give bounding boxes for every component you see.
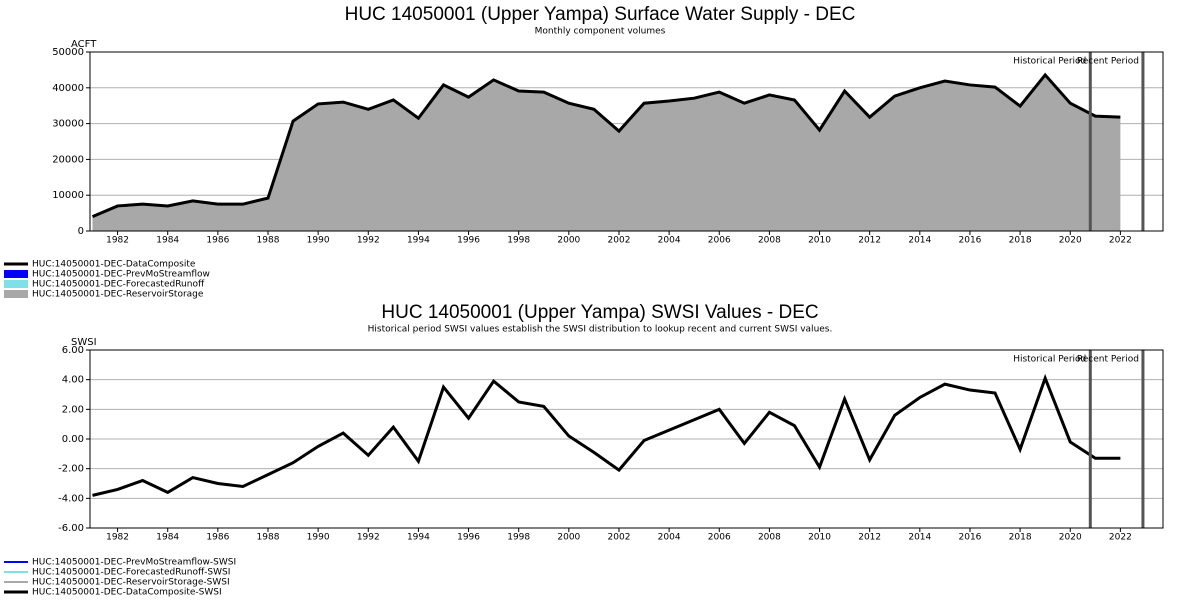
legend-label: HUC:14050001-DEC-ReservoirStorage bbox=[32, 290, 204, 300]
legend-swatch bbox=[4, 280, 28, 288]
x-tick-label: 2016 bbox=[959, 236, 982, 246]
x-tick-label: 1988 bbox=[257, 533, 280, 543]
x-tick-label: 2008 bbox=[758, 236, 781, 246]
x-tick-label: 2002 bbox=[608, 533, 631, 543]
legend-label: HUC:14050001-DEC-ForecastedRunoff-SWSI bbox=[32, 568, 230, 578]
y-tick-label: 10000 bbox=[52, 190, 84, 201]
plot-frame bbox=[89, 51, 1164, 232]
y-tick-label: 50000 bbox=[52, 47, 84, 58]
x-tick-label: 2018 bbox=[1009, 533, 1032, 543]
x-tick-label: 2012 bbox=[858, 236, 881, 246]
x-tick-label: 2006 bbox=[708, 533, 731, 543]
y-axis-label: SWSI bbox=[71, 337, 97, 348]
x-tick-label: 2020 bbox=[1059, 533, 1082, 543]
x-tick-label: 1984 bbox=[156, 236, 179, 246]
x-tick-label: 2000 bbox=[557, 236, 580, 246]
x-tick-label: 1994 bbox=[407, 533, 430, 543]
period-label: Recent Period bbox=[1077, 57, 1139, 67]
x-tick-label: 2004 bbox=[658, 236, 681, 246]
x-tick-label: 2016 bbox=[959, 533, 982, 543]
legend-label: HUC:14050001-DEC-PrevMoStreamflow bbox=[32, 270, 210, 280]
legend-label: HUC:14050001-DEC-ForecastedRunoff bbox=[32, 280, 205, 290]
y-tick-label: 20000 bbox=[52, 154, 84, 165]
legend-label: HUC:14050001-DEC-DataComposite bbox=[32, 260, 196, 270]
chart-title: HUC 14050001 (Upper Yampa) Surface Water… bbox=[345, 4, 856, 25]
x-tick-label: 2010 bbox=[808, 533, 831, 543]
x-tick-label: 1998 bbox=[507, 236, 530, 246]
x-tick-label: 1994 bbox=[407, 236, 430, 246]
x-tick-label: 1990 bbox=[307, 236, 330, 246]
y-tick-label: -6.00 bbox=[58, 523, 84, 534]
line bbox=[91, 72, 1121, 219]
y-tick-label: -2.00 bbox=[58, 464, 84, 475]
plot-frame bbox=[89, 349, 1164, 529]
y-tick-label: 6.00 bbox=[62, 345, 84, 356]
x-tick-label: 2012 bbox=[858, 533, 881, 543]
y-tick-label: 30000 bbox=[52, 119, 84, 130]
x-tick-label: 1998 bbox=[507, 533, 530, 543]
x-tick-label: 2006 bbox=[708, 236, 731, 246]
x-tick-label: 1988 bbox=[257, 236, 280, 246]
x-tick-label: 1986 bbox=[206, 236, 229, 246]
x-tick-label: 2010 bbox=[808, 236, 831, 246]
x-tick-label: 1986 bbox=[206, 533, 229, 543]
period-label: Historical Period bbox=[1013, 355, 1086, 365]
x-tick-label: 1992 bbox=[357, 533, 380, 543]
legend-label: HUC:14050001-DEC-PrevMoStreamflow-SWSI bbox=[32, 558, 236, 568]
period-label: Historical Period bbox=[1013, 57, 1086, 67]
legend-label: HUC:14050001-DEC-DataComposite-SWSI bbox=[32, 588, 222, 598]
period-label: Recent Period bbox=[1077, 355, 1139, 365]
line bbox=[92, 373, 1121, 497]
x-tick-label: 2020 bbox=[1059, 236, 1082, 246]
x-tick-label: 1990 bbox=[307, 533, 330, 543]
y-axis-label: ACFT bbox=[71, 39, 97, 50]
y-tick-label: -4.00 bbox=[58, 493, 84, 504]
x-tick-label: 2014 bbox=[908, 533, 931, 543]
y-tick-label: 40000 bbox=[52, 83, 84, 94]
y-tick-label: 0.00 bbox=[62, 434, 84, 445]
x-tick-label: 1996 bbox=[457, 236, 480, 246]
x-tick-label: 2002 bbox=[608, 236, 631, 246]
y-tick-label: 0 bbox=[78, 226, 84, 237]
chart-subtitle: Historical period SWSI values establish … bbox=[368, 325, 833, 335]
legend-swatch bbox=[4, 270, 28, 278]
x-tick-label: 1992 bbox=[357, 236, 380, 246]
x-tick-label: 1982 bbox=[106, 236, 129, 246]
area bbox=[92, 74, 1121, 231]
x-tick-label: 2014 bbox=[908, 236, 931, 246]
chart-title: HUC 14050001 (Upper Yampa) SWSI Values -… bbox=[381, 302, 818, 323]
x-tick-label: 2022 bbox=[1109, 533, 1132, 543]
y-tick-label: 4.00 bbox=[62, 375, 84, 386]
y-tick-label: 2.00 bbox=[62, 404, 84, 415]
x-tick-label: 1984 bbox=[156, 533, 179, 543]
x-tick-label: 2008 bbox=[758, 533, 781, 543]
x-tick-label: 2022 bbox=[1109, 236, 1132, 246]
legend-swatch bbox=[4, 290, 28, 298]
x-tick-label: 1996 bbox=[457, 533, 480, 543]
x-tick-label: 2018 bbox=[1009, 236, 1032, 246]
x-tick-label: 2004 bbox=[658, 533, 681, 543]
chart-subtitle: Monthly component volumes bbox=[535, 27, 666, 37]
x-tick-label: 2000 bbox=[557, 533, 580, 543]
legend-label: HUC:14050001-DEC-ReservoirStorage-SWSI bbox=[32, 578, 230, 588]
x-tick-label: 1982 bbox=[106, 533, 129, 543]
